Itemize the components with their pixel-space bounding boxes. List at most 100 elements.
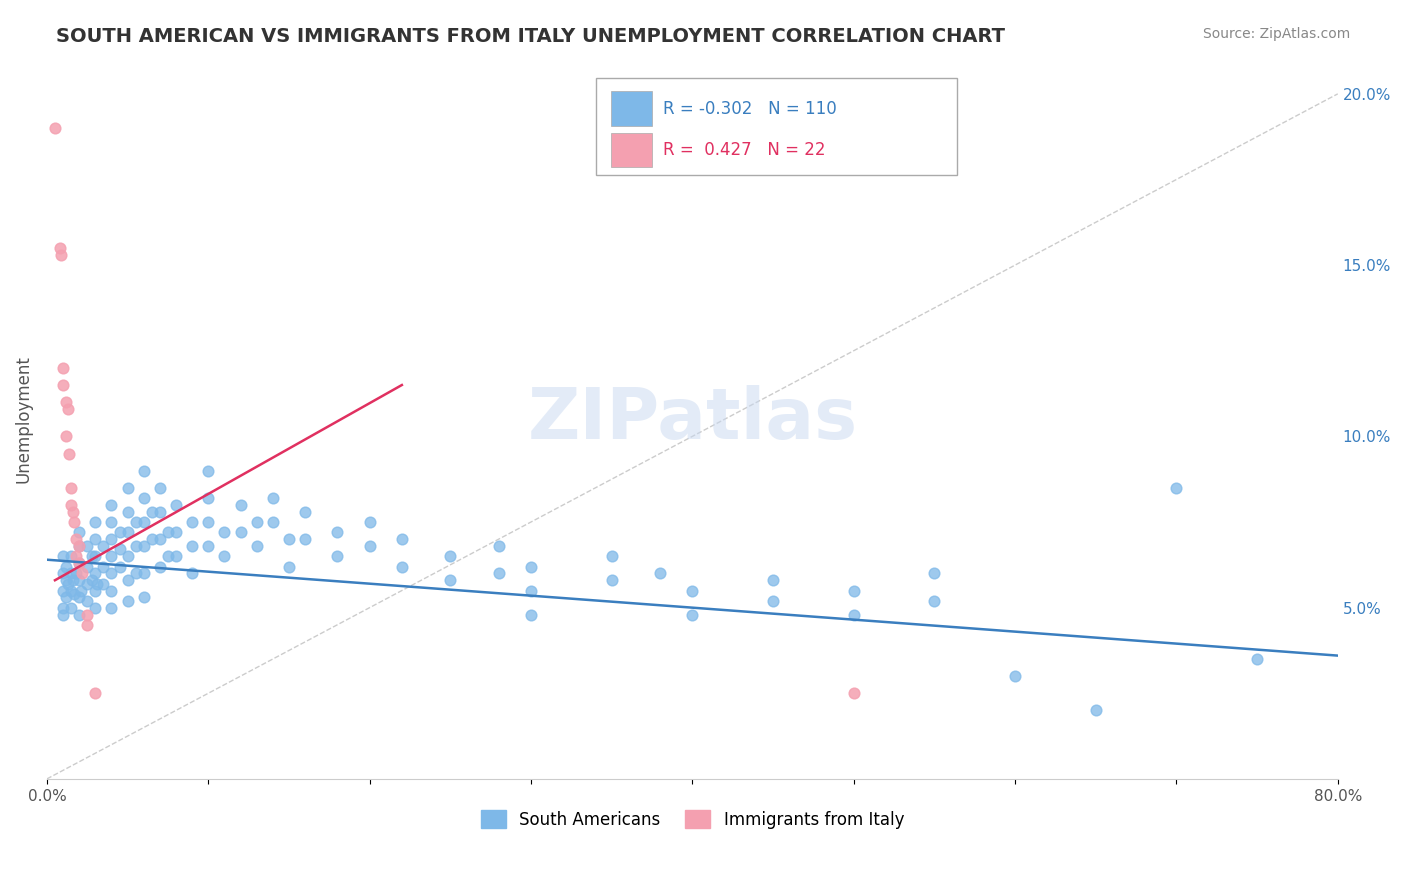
- FancyBboxPatch shape: [612, 91, 652, 126]
- Point: [165, 498, 187, 512]
- Point: [842, 583, 865, 598]
- Point: [100, 583, 122, 598]
- Point: [1084, 703, 1107, 717]
- Point: [58, 446, 80, 460]
- Point: [439, 574, 461, 588]
- Point: [108, 525, 131, 540]
- Point: [93, 576, 115, 591]
- Point: [246, 515, 269, 529]
- Point: [165, 525, 187, 540]
- Point: [60, 498, 83, 512]
- Point: [246, 539, 269, 553]
- Point: [117, 549, 139, 564]
- Point: [117, 525, 139, 540]
- Point: [681, 607, 703, 622]
- Point: [762, 574, 785, 588]
- Point: [51, 248, 73, 262]
- Point: [67, 525, 90, 540]
- Point: [62, 505, 84, 519]
- Point: [132, 591, 155, 605]
- Point: [391, 532, 413, 546]
- Point: [1166, 481, 1188, 495]
- Point: [84, 686, 107, 700]
- Point: [117, 594, 139, 608]
- Point: [124, 566, 146, 581]
- Point: [67, 556, 90, 570]
- Point: [132, 464, 155, 478]
- Point: [197, 515, 219, 529]
- Point: [52, 378, 75, 392]
- Point: [100, 549, 122, 564]
- Point: [520, 607, 543, 622]
- Point: [86, 576, 108, 591]
- Point: [197, 491, 219, 505]
- Point: [52, 607, 75, 622]
- Point: [93, 539, 115, 553]
- Point: [108, 559, 131, 574]
- Point: [60, 566, 83, 581]
- Point: [84, 532, 107, 546]
- Text: R = -0.302   N = 110: R = -0.302 N = 110: [662, 100, 837, 118]
- Point: [124, 539, 146, 553]
- Point: [108, 542, 131, 557]
- Point: [60, 600, 83, 615]
- Point: [124, 515, 146, 529]
- Point: [65, 549, 87, 564]
- Point: [359, 515, 381, 529]
- Point: [84, 566, 107, 581]
- Point: [294, 505, 316, 519]
- Point: [924, 594, 946, 608]
- Point: [141, 532, 163, 546]
- Point: [214, 525, 236, 540]
- Point: [326, 525, 349, 540]
- Point: [214, 549, 236, 564]
- Point: [93, 559, 115, 574]
- Point: [52, 600, 75, 615]
- Point: [181, 566, 204, 581]
- Point: [600, 574, 623, 588]
- Point: [488, 566, 510, 581]
- Point: [149, 481, 172, 495]
- Point: [181, 515, 204, 529]
- Point: [55, 574, 77, 588]
- Point: [520, 583, 543, 598]
- FancyBboxPatch shape: [612, 133, 652, 168]
- Point: [84, 583, 107, 598]
- Point: [63, 515, 86, 529]
- Point: [67, 591, 90, 605]
- Point: [62, 574, 84, 588]
- Point: [600, 549, 623, 564]
- Point: [681, 583, 703, 598]
- Point: [84, 549, 107, 564]
- Point: [648, 566, 671, 581]
- Point: [100, 532, 122, 546]
- Point: [67, 539, 90, 553]
- Point: [76, 607, 98, 622]
- Point: [60, 481, 83, 495]
- Point: [117, 505, 139, 519]
- Point: [488, 539, 510, 553]
- Point: [229, 498, 252, 512]
- FancyBboxPatch shape: [596, 78, 957, 175]
- Point: [76, 594, 98, 608]
- Point: [439, 549, 461, 564]
- Point: [842, 607, 865, 622]
- Point: [67, 607, 90, 622]
- Point: [132, 515, 155, 529]
- Text: ZIPatlas: ZIPatlas: [527, 384, 858, 454]
- Point: [56, 402, 79, 417]
- Text: Source: ZipAtlas.com: Source: ZipAtlas.com: [1202, 27, 1350, 41]
- Point: [55, 395, 77, 409]
- Point: [391, 559, 413, 574]
- Point: [262, 515, 284, 529]
- Point: [67, 574, 90, 588]
- Point: [229, 525, 252, 540]
- Point: [100, 566, 122, 581]
- Point: [156, 525, 179, 540]
- Point: [294, 532, 316, 546]
- Point: [52, 360, 75, 375]
- Point: [132, 539, 155, 553]
- Point: [69, 583, 91, 598]
- Point: [55, 559, 77, 574]
- Point: [359, 539, 381, 553]
